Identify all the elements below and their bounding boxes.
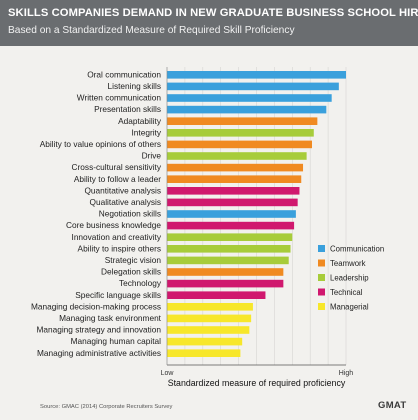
- legend-label: Technical: [330, 288, 363, 297]
- category-label: Managing administrative activities: [37, 348, 161, 358]
- category-label: Managing human capital: [71, 336, 162, 346]
- bar: [167, 175, 302, 183]
- bar: [167, 337, 243, 346]
- gmat-logo: GMAT: [378, 400, 407, 411]
- category-label: Listening skills: [108, 81, 162, 91]
- category-label: Oral communication: [87, 69, 161, 79]
- category-label: Qualitative analysis: [90, 197, 161, 207]
- bar: [167, 279, 284, 288]
- bar: [167, 163, 304, 172]
- bar: [167, 82, 339, 91]
- category-label: Strategic vision: [105, 255, 162, 265]
- category-label: Written communication: [77, 93, 162, 103]
- bar: [167, 256, 289, 265]
- source-note: Source: GMAC (2014) Corporate Recruiters…: [40, 404, 173, 410]
- category-label: Ability to value opinions of others: [40, 139, 161, 149]
- tick-label-high: High: [339, 370, 354, 377]
- category-label: Adaptability: [118, 116, 162, 126]
- bar: [167, 303, 253, 311]
- chart-subtitle: Based on a Standardized Measure of Requi…: [8, 25, 295, 36]
- category-label: Managing strategy and innovation: [36, 325, 161, 335]
- bar: [167, 94, 332, 102]
- bar: [167, 105, 327, 114]
- category-label: Managing task environment: [59, 313, 162, 323]
- bar: [167, 71, 346, 79]
- bar: [167, 314, 252, 323]
- category-label: Quantitative analysis: [84, 185, 161, 195]
- x-axis-label: Standardized measure of required profici…: [168, 378, 346, 388]
- category-label: Cross-cultural sensitivity: [72, 162, 162, 172]
- category-label: Innovation and creativity: [72, 232, 162, 242]
- legend-label: Communication: [330, 245, 384, 254]
- bar: [167, 291, 266, 299]
- category-label: Integrity: [131, 127, 161, 137]
- bar: [167, 221, 295, 230]
- category-label: Drive: [142, 151, 162, 161]
- bar: [167, 152, 307, 160]
- category-label: Specific language skills: [75, 290, 161, 300]
- bar: [167, 210, 296, 218]
- bar: [167, 187, 300, 195]
- legend-label: Teamwork: [330, 259, 366, 268]
- legend-swatch: [318, 274, 325, 281]
- legend-swatch: [318, 288, 325, 296]
- bar: [167, 140, 312, 149]
- chart-header: SKILLS COMPANIES DEMAND IN NEW GRADUATE …: [0, 0, 418, 46]
- category-label: Ability to follow a leader: [74, 174, 161, 184]
- bar: [167, 245, 291, 253]
- legend-swatch: [318, 245, 325, 252]
- chart-title: SKILLS COMPANIES DEMAND IN NEW GRADUATE …: [8, 7, 418, 19]
- category-label: Presentation skills: [94, 104, 161, 114]
- bar: [167, 233, 293, 241]
- legend-label: Managerial: [330, 303, 369, 312]
- legend-swatch: [318, 303, 325, 310]
- bar: [167, 129, 314, 137]
- category-label: Negotiation skills: [99, 209, 161, 219]
- category-label: Delegation skills: [101, 267, 161, 277]
- bar: [167, 349, 241, 357]
- tick-label-low: Low: [161, 370, 175, 377]
- legend-swatch: [318, 259, 325, 267]
- category-label: Core business knowledge: [66, 220, 161, 230]
- bar: [167, 268, 284, 276]
- category-label: Ability to inspire others: [78, 243, 161, 253]
- bar: [167, 117, 318, 125]
- legend-label: Leadership: [330, 274, 369, 283]
- category-label: Managing decision-making process: [31, 301, 161, 311]
- category-label: Technology: [119, 278, 162, 288]
- bar: [167, 326, 250, 334]
- bar: [167, 198, 298, 207]
